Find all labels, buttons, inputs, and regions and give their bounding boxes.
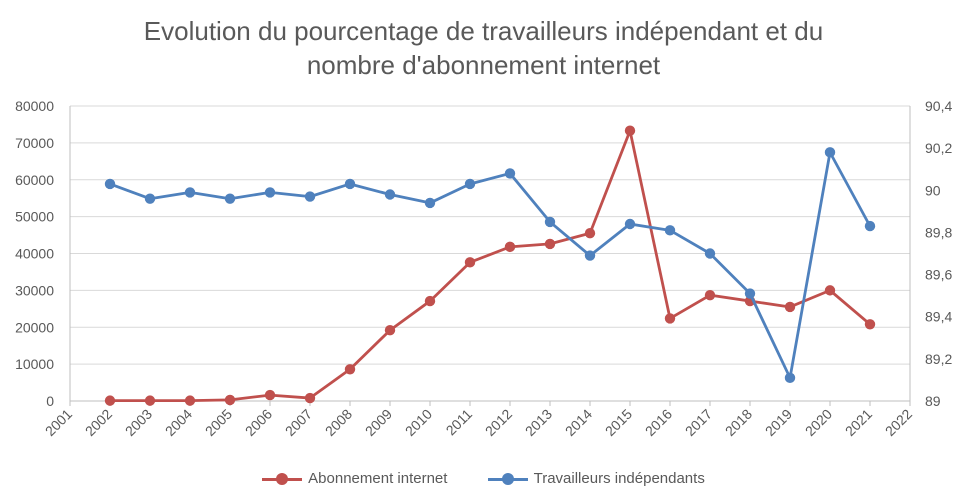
- y-right-tick-label: 90,4: [925, 98, 952, 114]
- point-independants: [704, 248, 716, 259]
- y-left-tick-label: 0: [46, 393, 54, 409]
- x-tick-label: 2006: [242, 406, 275, 439]
- point-independants: [264, 187, 276, 198]
- legend-item-internet: Abonnement internet: [262, 470, 447, 487]
- point-independants: [544, 216, 556, 228]
- point-internet: [224, 394, 236, 406]
- x-tick-label: 2021: [842, 406, 875, 439]
- point-independants: [624, 218, 636, 230]
- point-independants: [504, 168, 516, 179]
- x-tick-label: 2009: [362, 406, 395, 439]
- point-internet: [384, 325, 396, 336]
- y-right-tick-label: 90: [925, 182, 941, 198]
- y-left-tick-label: 20000: [15, 319, 54, 335]
- series-line-internet: [110, 129, 871, 403]
- point-internet: [624, 125, 636, 136]
- legend-item-independants: Travailleurs indépendants: [487, 470, 705, 487]
- point-internet: [144, 395, 156, 406]
- point-internet: [584, 228, 596, 239]
- legend: Abonnement internet Travailleurs indépen…: [0, 470, 967, 490]
- legend-swatch-independants: [487, 472, 528, 486]
- point-internet: [464, 257, 476, 268]
- point-independants: [304, 191, 316, 202]
- x-tick-label: 2010: [402, 406, 435, 439]
- point-internet: [504, 241, 516, 253]
- x-tick-label: 2002: [82, 406, 115, 439]
- x-tick-label: 2003: [122, 406, 155, 439]
- chart-title: Evolution du pourcentage de travailleurs…: [0, 14, 967, 82]
- x-tick-label: 2011: [443, 406, 476, 439]
- y-right-tick-label: 89,6: [925, 267, 952, 283]
- legend-label-independants: Travailleurs indépendants: [533, 470, 705, 487]
- point-independants: [584, 250, 596, 261]
- legend-label-internet: Abonnement internet: [308, 470, 448, 487]
- chart-title-line-1: Evolution du pourcentage de travailleurs…: [143, 16, 824, 46]
- x-tick-label: 2017: [682, 406, 715, 439]
- point-internet: [184, 395, 196, 406]
- x-tick-label: 2015: [602, 406, 635, 439]
- x-tick-label: 2018: [722, 406, 755, 439]
- x-tick-label: 2013: [522, 406, 555, 439]
- point-internet: [544, 238, 556, 250]
- point-independants: [464, 178, 476, 190]
- y-right-tick-label: 89,8: [925, 224, 952, 240]
- y-right-tick-label: 89,4: [925, 309, 952, 325]
- point-internet: [664, 313, 676, 324]
- point-internet: [784, 301, 796, 313]
- x-tick-label: 2022: [882, 406, 915, 439]
- point-internet: [104, 395, 116, 406]
- point-independants: [784, 372, 796, 384]
- y-left-tick-label: 10000: [15, 356, 54, 372]
- series-line-independants: [109, 150, 872, 380]
- y-left-tick-label: 30000: [15, 282, 54, 298]
- point-internet: [864, 319, 876, 330]
- y-left-tick-label: 80000: [15, 98, 54, 114]
- point-independants: [824, 147, 836, 158]
- point-independants: [344, 178, 356, 190]
- y-left-tick-label: 70000: [15, 135, 54, 151]
- x-tick-label: 2001: [42, 406, 75, 439]
- x-tick-label: 2008: [322, 406, 355, 439]
- point-internet: [704, 289, 716, 301]
- point-independants: [384, 189, 396, 200]
- point-independants: [744, 288, 756, 299]
- point-independants: [424, 197, 436, 209]
- y-right-tick-label: 89: [925, 393, 941, 409]
- point-internet: [824, 285, 836, 296]
- x-tick-label: 2016: [642, 406, 675, 439]
- x-tick-label: 2020: [802, 406, 835, 439]
- y-right-tick-label: 89,2: [925, 351, 952, 367]
- point-internet: [424, 295, 436, 307]
- legend-swatch-internet: [262, 472, 303, 486]
- y-right-tick-label: 90,2: [925, 140, 952, 156]
- point-independants: [864, 220, 876, 232]
- y-left-tick-label: 50000: [15, 209, 54, 225]
- point-internet: [344, 364, 356, 375]
- x-tick-label: 2004: [162, 406, 195, 439]
- point-independants: [144, 193, 156, 204]
- chart-title-line-2: nombre d'abonnement internet: [306, 50, 661, 80]
- point-independants: [224, 193, 236, 204]
- x-tick-label: 2012: [482, 406, 515, 439]
- y-left-tick-label: 60000: [15, 172, 54, 188]
- point-internet: [304, 392, 316, 404]
- point-internet: [264, 389, 276, 401]
- point-independants: [664, 225, 676, 236]
- x-tick-label: 2007: [282, 406, 315, 439]
- point-independants: [104, 178, 116, 190]
- x-tick-label: 2014: [562, 406, 595, 439]
- x-tick-label: 2019: [762, 406, 795, 439]
- y-left-tick-label: 40000: [15, 246, 54, 262]
- point-independants: [184, 187, 196, 198]
- x-tick-label: 2005: [202, 406, 235, 439]
